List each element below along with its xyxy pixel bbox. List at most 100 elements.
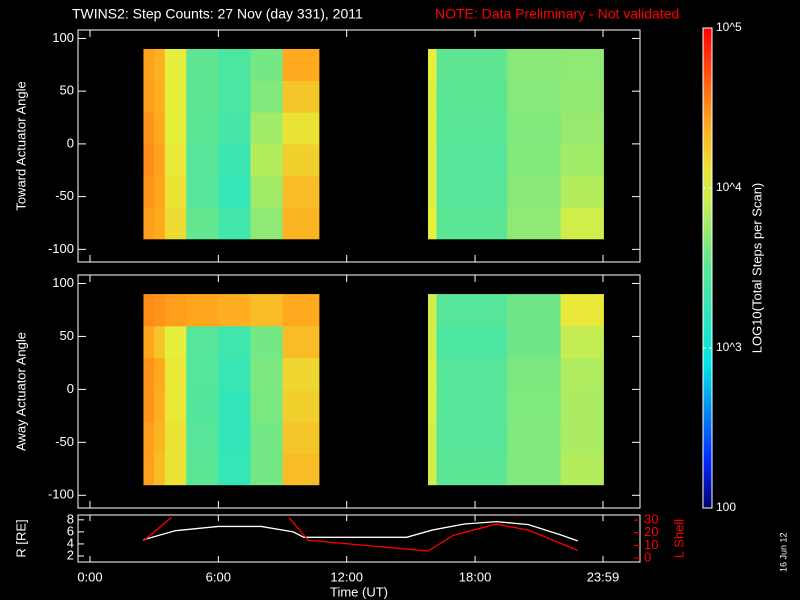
heatmap-cell — [436, 452, 508, 486]
heatmap-cell — [427, 80, 438, 113]
heatmap-cell — [218, 48, 251, 82]
heatmap-cell — [154, 357, 166, 390]
heatmap-cell — [164, 175, 187, 208]
y-axis-label: R [RE] — [13, 519, 28, 557]
y-tick-label: -100 — [48, 241, 74, 256]
heatmap-cell — [427, 143, 438, 177]
y-tick-label: 4 — [67, 535, 74, 550]
heatmap-cell — [154, 48, 166, 82]
y-tick-label: -50 — [55, 188, 74, 203]
heatmap-cell — [427, 325, 438, 359]
heatmap-cell — [427, 175, 438, 208]
heatmap-cell — [436, 294, 508, 327]
heatmap-cell — [427, 294, 438, 327]
heatmap-cell — [282, 143, 320, 177]
heatmap-cell — [154, 112, 166, 145]
heatmap-cell — [218, 357, 251, 390]
heatmap-cell — [143, 143, 155, 177]
heatmap-cell — [186, 357, 219, 390]
heatmap-cell — [282, 357, 320, 390]
heatmap-cell — [218, 421, 251, 454]
heatmap-cell — [507, 325, 562, 359]
y2-axis-label: L Shell — [671, 519, 686, 558]
heatmap-cell — [250, 325, 284, 359]
plot-frame — [77, 514, 641, 563]
heatmap-cell — [143, 452, 155, 486]
heatmap-cell — [507, 357, 562, 390]
heatmap-cell — [186, 452, 219, 486]
heatmap-cell — [154, 294, 166, 327]
heatmap-cell — [436, 175, 508, 208]
colorbar-frame — [702, 27, 713, 509]
y-tick-label: 100 — [52, 30, 74, 45]
x-tick-label: 23:59 — [587, 569, 620, 584]
heatmap-cell — [560, 143, 604, 177]
heatmap-cell — [282, 421, 320, 454]
heatmap-cell — [427, 207, 438, 240]
heatmap-cell — [250, 421, 284, 454]
heatmap-cell — [164, 112, 187, 145]
heatmap-cell — [427, 421, 438, 454]
heatmap-cell — [560, 80, 604, 113]
colorbar-tick-label: 10^5 — [716, 20, 742, 34]
heatmap-cell — [436, 143, 508, 177]
y2-tick-label: 20 — [644, 524, 658, 539]
heatmap-cell — [164, 357, 187, 390]
heatmap-cell — [250, 112, 284, 145]
heatmap-cell — [282, 294, 320, 327]
heatmap-cell — [250, 48, 284, 82]
colorbar-tick-label: 100 — [716, 500, 736, 514]
heatmap-cell — [427, 357, 438, 390]
heatmap-cell — [154, 143, 166, 177]
heatmap-cell — [186, 294, 219, 327]
y-tick-label: -50 — [55, 434, 74, 449]
plot-frame — [77, 274, 641, 509]
heatmap-cell — [427, 112, 438, 145]
heatmap-cell — [186, 207, 219, 240]
heatmap-cell — [164, 452, 187, 486]
heatmap-cell — [143, 80, 155, 113]
line-plot-area — [143, 517, 578, 552]
heatmap-cell — [164, 48, 187, 82]
heatmap-cell — [218, 112, 251, 145]
heatmap-cell — [218, 175, 251, 208]
heatmap-cell — [218, 452, 251, 486]
heatmap-cell — [154, 389, 166, 422]
heatmap-cell — [186, 325, 219, 359]
y-tick-label: 0 — [67, 381, 74, 396]
x-tick-label: 6:00 — [206, 569, 231, 584]
heatmap-cell — [282, 325, 320, 359]
heatmap-cell — [560, 112, 604, 145]
colorbar-label: LOG10(Total Steps per Scan) — [749, 183, 764, 354]
heatmap-cell — [507, 421, 562, 454]
heatmap-cell — [164, 325, 187, 359]
heatmap-cell — [186, 421, 219, 454]
heatmap-cell — [250, 389, 284, 422]
heatmap-cell — [560, 421, 604, 454]
heatmap-cell — [186, 175, 219, 208]
heatmap-cell — [436, 48, 508, 82]
heatmap-cell — [250, 175, 284, 208]
data-line — [143, 517, 578, 552]
heatmap-cell — [143, 207, 155, 240]
heatmap-cell — [250, 80, 284, 113]
heatmap-cell — [282, 48, 320, 82]
heatmap-cell — [154, 80, 166, 113]
heatmap-cell — [218, 325, 251, 359]
heatmap-cell — [143, 48, 155, 82]
heatmap-cell — [186, 80, 219, 113]
heatmap-cell — [164, 80, 187, 113]
heatmap-cell — [436, 325, 508, 359]
y-axis-label: Away Actuator Angle — [13, 332, 28, 451]
heatmap-cell — [164, 421, 187, 454]
heatmap-cell — [282, 207, 320, 240]
heatmap-cell — [164, 389, 187, 422]
heatmap-cell — [164, 294, 187, 327]
y-tick-label: 0 — [67, 135, 74, 150]
heatmap-cell — [507, 112, 562, 145]
heatmap-cell — [560, 294, 604, 327]
heatmap-cell — [143, 175, 155, 208]
heatmap-cell — [560, 207, 604, 240]
heatmap-cell — [143, 421, 155, 454]
